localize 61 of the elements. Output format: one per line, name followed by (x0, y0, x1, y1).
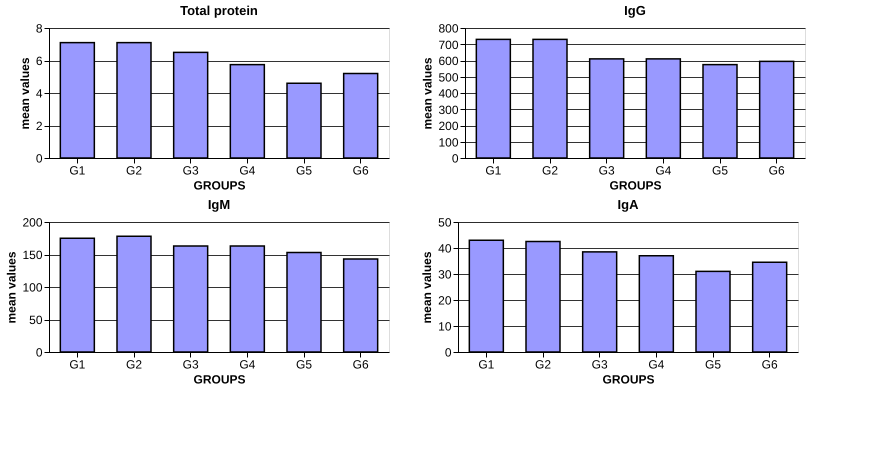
x-tick-label: G3 (592, 358, 608, 372)
y-tick-label: 30 (438, 268, 452, 282)
y-axis-title: mean values (18, 57, 32, 130)
x-tick-label: G3 (182, 164, 199, 178)
x-tick-label: G6 (768, 164, 785, 178)
y-tick-label: 300 (438, 102, 459, 117)
y-tick-label: 4 (36, 86, 43, 100)
x-tick-label: G4 (655, 164, 672, 178)
chart-title: IgM (208, 197, 230, 212)
y-tick-label: 40 (438, 242, 452, 256)
y-tick-label: 600 (438, 54, 459, 68)
y-tick-label: 200 (22, 216, 43, 230)
x-tick-label: G5 (704, 358, 722, 372)
y-tick-label: 100 (22, 280, 43, 294)
y-tick-label: 500 (438, 70, 459, 84)
x-tick-label: G4 (239, 164, 256, 178)
x-tick-label: G1 (69, 164, 86, 178)
x-tick-label: G4 (239, 358, 256, 372)
x-axis-title: GROUPS (193, 372, 246, 386)
x-tick-label: G6 (762, 358, 778, 372)
x-tick-label: G6 (352, 164, 369, 178)
y-tick-label: 150 (22, 248, 43, 262)
y-axis-title: mean values (420, 57, 434, 130)
y-tick-label: 0 (444, 346, 452, 360)
x-tick-label: G1 (478, 358, 495, 372)
y-tick-label: 50 (438, 216, 452, 230)
y-tick-label: 10 (438, 320, 452, 334)
x-tick-label: G6 (352, 358, 369, 372)
x-axis-title: GROUPS (602, 372, 655, 386)
x-tick-label: G1 (485, 164, 502, 178)
x-tick-label: G5 (712, 164, 728, 178)
y-tick-label: 2 (36, 119, 43, 133)
x-axis-title: GROUPS (609, 178, 662, 192)
y-tick-label: 200 (438, 119, 459, 133)
x-tick-label: G1 (69, 358, 86, 372)
y-tick-label: 0 (36, 152, 43, 166)
x-tick-label: G3 (598, 164, 615, 178)
y-tick-label: 50 (29, 313, 43, 327)
x-tick-label: G2 (542, 164, 558, 178)
x-tick-label: G5 (296, 358, 312, 372)
x-tick-label: G2 (534, 358, 552, 372)
y-tick-label: 700 (438, 38, 459, 52)
x-tick-label: G5 (296, 164, 312, 178)
chart-title: Total protein (180, 3, 258, 18)
y-axis-title: mean values (420, 251, 434, 324)
y-tick-label: 20 (438, 294, 452, 308)
x-axis-title: GROUPS (193, 178, 246, 192)
y-tick-label: 6 (36, 54, 43, 68)
y-tick-label: 8 (36, 22, 43, 36)
x-tick-label: G3 (182, 358, 199, 372)
y-tick-label: 800 (438, 22, 459, 36)
x-tick-label: G2 (126, 164, 142, 178)
x-tick-label: G4 (648, 358, 665, 372)
chart-title: IgG (624, 3, 646, 18)
y-tick-label: 0 (452, 152, 459, 166)
y-tick-label: 400 (438, 86, 459, 100)
y-tick-label: 0 (36, 346, 43, 360)
x-tick-label: G2 (126, 358, 142, 372)
chart-title: IgA (618, 197, 640, 212)
y-tick-label: 100 (438, 135, 459, 150)
y-axis-title: mean values (4, 251, 18, 324)
